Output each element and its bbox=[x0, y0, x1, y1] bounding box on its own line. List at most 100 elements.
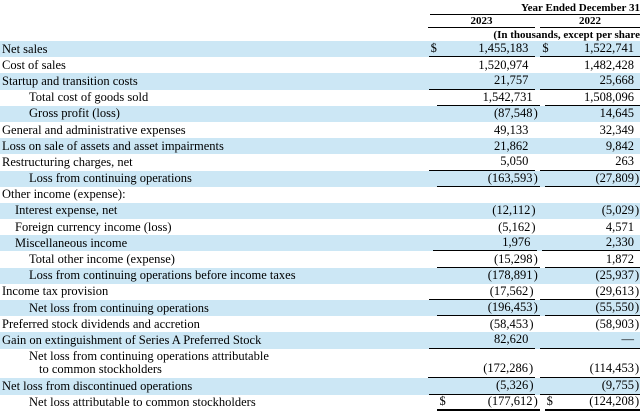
row-label: Net loss from continuing operations bbox=[29, 300, 209, 315]
value-2022: — bbox=[621, 332, 635, 347]
value-2022: 25,668 bbox=[599, 73, 634, 88]
cell-2022: 25,668 bbox=[540, 73, 640, 90]
paren: ) bbox=[635, 361, 640, 376]
row-label-line1: Net loss from continuing operations attr… bbox=[29, 348, 269, 363]
paren: ) bbox=[635, 170, 640, 185]
cell-2022: (114,453) bbox=[540, 349, 640, 379]
table-row: Loss from continuing operations before i… bbox=[0, 267, 640, 284]
value-2023: (196,453 bbox=[487, 300, 533, 315]
value-2023: 1,455,183 bbox=[478, 41, 529, 56]
cell-2023: (15,298) bbox=[437, 251, 540, 268]
cell-2022: 2,330 bbox=[542, 235, 640, 252]
value-2022: (5,029 bbox=[601, 203, 634, 218]
table-row: Net loss attributable to common stockhol… bbox=[0, 394, 640, 411]
value-2022: 1,508,096 bbox=[584, 89, 634, 104]
cell-2023: (5,162) bbox=[433, 219, 537, 235]
cell-2022: (58,903) bbox=[540, 316, 640, 332]
table-row: Interest expense, net (12,112) (5,029) bbox=[0, 202, 640, 220]
value-2023: (172,286 bbox=[483, 361, 528, 376]
paren: ) bbox=[529, 361, 534, 376]
paren: ) bbox=[635, 378, 640, 393]
cell-2023: (163,593) bbox=[437, 171, 540, 187]
value-2022: (124,208 bbox=[589, 394, 634, 409]
cell-2022: (5,029) bbox=[542, 203, 640, 219]
cell-2022: 4,571 bbox=[542, 219, 640, 235]
paren: ) bbox=[531, 219, 536, 234]
row-label: Net sales bbox=[2, 41, 48, 56]
value-2023: 1,520,974 bbox=[478, 57, 529, 72]
value-2022: 1,482,428 bbox=[584, 57, 634, 72]
value-2022: (27,809 bbox=[595, 170, 634, 185]
paren: ) bbox=[635, 394, 640, 409]
table-row: Other income (expense): bbox=[0, 187, 640, 203]
row-label: Startup and transition costs bbox=[2, 73, 138, 88]
value-2022: 1,522,741 bbox=[584, 41, 634, 56]
row-label: Foreign currency income (loss) bbox=[15, 219, 172, 234]
value-2022: (25,937 bbox=[595, 268, 634, 283]
table-row: Foreign currency income (loss) (5,162) 4… bbox=[0, 219, 640, 235]
table-row: Net sales $1,455,183 $1,522,741 bbox=[0, 41, 640, 58]
table-row: Startup and transition costs 21,757 25,6… bbox=[0, 73, 640, 90]
cell-2023: $ (177,612) bbox=[437, 394, 540, 411]
row-label: Interest expense, net bbox=[15, 203, 118, 218]
table-row: Preferred stock dividends and accretion … bbox=[0, 316, 640, 332]
table-header-years: 2023 2022 bbox=[0, 15, 640, 28]
cell-2022: $1,522,741 bbox=[540, 41, 640, 58]
cell-2023 bbox=[429, 187, 536, 203]
value-2023: 5,050 bbox=[500, 154, 529, 169]
cell-2023: 49,133 bbox=[429, 122, 536, 138]
table-row: Loss from continuing operations (163,593… bbox=[0, 170, 640, 187]
cell-2022: (25,937) bbox=[545, 268, 640, 284]
paren: ) bbox=[635, 268, 640, 283]
paren: ) bbox=[635, 316, 640, 331]
value-2022: (114,453 bbox=[589, 361, 634, 376]
paren: ) bbox=[529, 316, 534, 331]
value-2022: 32,349 bbox=[599, 122, 634, 137]
row-label: General and administrative expenses bbox=[2, 122, 186, 137]
value-2022: 4,571 bbox=[605, 219, 634, 234]
value-2022: 14,645 bbox=[599, 106, 634, 121]
cell-2022: 9,842 bbox=[540, 138, 640, 154]
value-2023: (177,612 bbox=[487, 394, 533, 409]
value-2023: (87,548 bbox=[494, 106, 533, 121]
paren: ) bbox=[635, 283, 640, 298]
value-2023: 21,757 bbox=[493, 73, 529, 88]
value-2022: (9,755 bbox=[601, 378, 634, 393]
row-label: Net loss from discontinued operations bbox=[2, 378, 193, 393]
cell-2023: (12,112) bbox=[433, 203, 537, 219]
value-2023: (17,562 bbox=[489, 283, 529, 298]
cell-2022: (9,755) bbox=[540, 378, 640, 395]
cell-2022: (27,809) bbox=[544, 170, 640, 187]
row-label: Restructuring charges, net bbox=[2, 154, 133, 169]
value-2022: (58,903 bbox=[595, 316, 634, 331]
table-row: Miscellaneous income 1,976 2,330 bbox=[0, 235, 640, 252]
value-2023: (5,162 bbox=[498, 219, 531, 234]
value-2022: (55,550 bbox=[595, 300, 634, 315]
value-2023: (5,326 bbox=[496, 378, 529, 393]
column-header-2022: 2022 bbox=[540, 15, 640, 28]
cell-2022: 32,349 bbox=[540, 122, 640, 138]
cell-2022: — bbox=[540, 332, 640, 349]
row-label: Gain on extinguishment of Series A Prefe… bbox=[2, 332, 262, 347]
cell-2023: $1,455,183 bbox=[428, 41, 536, 58]
cell-2023: (17,562) bbox=[428, 283, 536, 300]
paren: ) bbox=[529, 283, 534, 298]
paren: ) bbox=[635, 203, 640, 218]
cell-2023: 1,976 bbox=[432, 235, 538, 252]
table-row: Net loss from continuing operations attr… bbox=[0, 349, 640, 379]
cell-2023: 1,542,731 bbox=[437, 90, 540, 106]
cell-2023: 82,620 bbox=[428, 332, 536, 349]
cell-2023: (172,286) bbox=[428, 349, 535, 379]
table-header-period: Year Ended December 31 bbox=[0, 0, 640, 15]
value-2023: 49,133 bbox=[493, 122, 529, 137]
cell-2022: (55,550) bbox=[544, 300, 640, 317]
table-row: Net loss from discontinued operations (5… bbox=[0, 378, 640, 395]
row-label: Total other income (expense) bbox=[29, 252, 175, 267]
row-label: Preferred stock dividends and accretion bbox=[2, 316, 200, 331]
row-label: Miscellaneous income bbox=[15, 235, 128, 250]
value-2022: 263 bbox=[615, 154, 634, 169]
value-2023: 21,862 bbox=[493, 138, 529, 153]
value-2023: (178,891 bbox=[487, 268, 533, 283]
column-header-2023: 2023 bbox=[428, 15, 535, 28]
cell-2023: (58,453) bbox=[429, 316, 536, 332]
